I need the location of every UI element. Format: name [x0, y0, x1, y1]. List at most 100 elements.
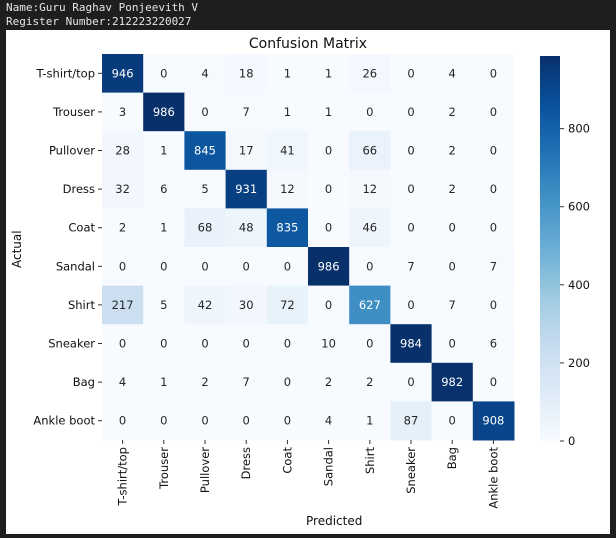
heatmap-cell — [225, 92, 268, 132]
x-axis-label: Predicted — [306, 514, 363, 528]
cell-value-label: 0 — [490, 182, 497, 196]
heatmap-cell — [349, 324, 391, 364]
heatmap-cell — [308, 92, 350, 132]
heatmap-cell — [143, 247, 185, 287]
cell-value-label: 1 — [325, 105, 332, 119]
heatmap-cell — [472, 362, 515, 402]
heatmap-cell — [472, 285, 515, 325]
cell-value-label: 6 — [160, 182, 167, 196]
heatmap-cell — [184, 247, 227, 287]
cell-value-label: 5 — [160, 298, 167, 312]
cell-value-label: 0 — [490, 144, 497, 158]
heatmap-cell — [143, 92, 185, 132]
cell-value-label: 984 — [400, 337, 422, 351]
cell-value-label: 845 — [194, 144, 216, 158]
heatmap-cell — [266, 169, 309, 209]
cell-value-label: 1 — [366, 414, 373, 428]
cell-value-label: 0 — [407, 298, 414, 312]
heatmap-cell — [184, 208, 227, 248]
confusion-matrix-figure: Confusion Matrix 946 0 4 18 1 1 26 0 4 0 3 986 0 7 1 1 0… — [6, 30, 610, 534]
cell-value-label: 0 — [449, 259, 456, 273]
x-tick-label: Coat — [280, 447, 294, 474]
heatmap-cell — [390, 362, 433, 402]
cell-value-label: 87 — [404, 414, 419, 428]
y-tick-label: Coat — [68, 221, 95, 235]
cell-value-label: 0 — [243, 259, 250, 273]
colorbar-tick-label: 800 — [568, 122, 590, 136]
heatmap-cell — [390, 247, 433, 287]
cell-value-label: 0 — [243, 337, 250, 351]
heatmap-cell — [472, 92, 515, 132]
heatmap-cell — [143, 324, 185, 364]
cell-value-label: 0 — [407, 182, 414, 196]
heatmap-cell — [184, 54, 227, 94]
y-tick-label: Trouser — [52, 105, 95, 119]
y-tick-label: T-shirt/top — [35, 66, 95, 80]
heatmap-cell — [349, 401, 391, 441]
heatmap-cell — [225, 285, 268, 325]
heatmap-cell — [184, 92, 227, 132]
cell-value-label: 0 — [490, 375, 497, 389]
cell-value-label: 0 — [407, 144, 414, 158]
heatmap-cell — [143, 54, 185, 94]
heatmap-cell — [143, 208, 185, 248]
heatmap-cell — [266, 208, 309, 248]
heatmap-cell — [349, 362, 391, 402]
heatmap-cell — [308, 285, 350, 325]
heatmap-cell — [102, 362, 144, 402]
heatmap-cell — [431, 54, 474, 94]
cell-value-label: 4 — [119, 375, 126, 389]
y-tick-label: Ankle boot — [33, 414, 95, 428]
cell-value-label: 26 — [362, 66, 377, 80]
cell-value-label: 0 — [407, 375, 414, 389]
y-tick-label: Pullover — [49, 144, 95, 158]
heatmap-cell — [143, 362, 185, 402]
cell-value-label: 68 — [198, 221, 213, 235]
heatmap-cell — [390, 401, 433, 441]
cell-value-label: 2 — [449, 105, 456, 119]
cell-value-label: 0 — [201, 259, 208, 273]
cell-value-label: 48 — [239, 221, 254, 235]
heatmap-cell — [431, 324, 474, 364]
heatmap-cell — [184, 169, 227, 209]
heatmap-cell — [102, 401, 144, 441]
colorbar — [540, 56, 560, 441]
heatmap-cell — [390, 92, 433, 132]
cell-value-label: 2 — [366, 375, 373, 389]
heatmap-cell — [472, 208, 515, 248]
colorbar-tick-label: 0 — [568, 434, 575, 448]
cell-value-label: 217 — [112, 298, 134, 312]
cell-value-label: 41 — [280, 144, 295, 158]
cell-value-label: 5 — [201, 182, 208, 196]
cell-value-label: 32 — [115, 182, 130, 196]
y-tick-label: Shirt — [68, 298, 96, 312]
heatmap-cell — [431, 362, 474, 402]
cell-value-label: 18 — [239, 66, 254, 80]
heatmap-cell — [225, 169, 268, 209]
cell-value-label: 908 — [482, 414, 504, 428]
cell-value-label: 6 — [490, 337, 497, 351]
cell-value-label: 1 — [284, 105, 291, 119]
heatmap-cell — [308, 169, 350, 209]
colorbar-tick-label: 600 — [568, 200, 590, 214]
heatmap-cell — [184, 131, 227, 171]
x-tick-label: T-shirt/top — [116, 447, 130, 507]
heatmap-cell — [308, 247, 350, 287]
heatmap-cell — [349, 285, 391, 325]
cell-value-label: 0 — [160, 414, 167, 428]
heatmap-cell — [431, 208, 474, 248]
cell-value-label: 1 — [325, 66, 332, 80]
cell-value-label: 0 — [160, 66, 167, 80]
cell-value-label: 0 — [119, 259, 126, 273]
heatmap-cell — [390, 131, 433, 171]
heatmap-cell — [225, 362, 268, 402]
cell-value-label: 0 — [243, 414, 250, 428]
cell-value-label: 0 — [160, 259, 167, 273]
cell-value-label: 0 — [325, 144, 332, 158]
cell-value-label: 0 — [325, 221, 332, 235]
cell-value-label: 0 — [366, 105, 373, 119]
cell-value-label: 2 — [201, 375, 208, 389]
cell-value-label: 0 — [490, 221, 497, 235]
cell-value-label: 0 — [490, 66, 497, 80]
heatmap-cell — [266, 54, 309, 94]
